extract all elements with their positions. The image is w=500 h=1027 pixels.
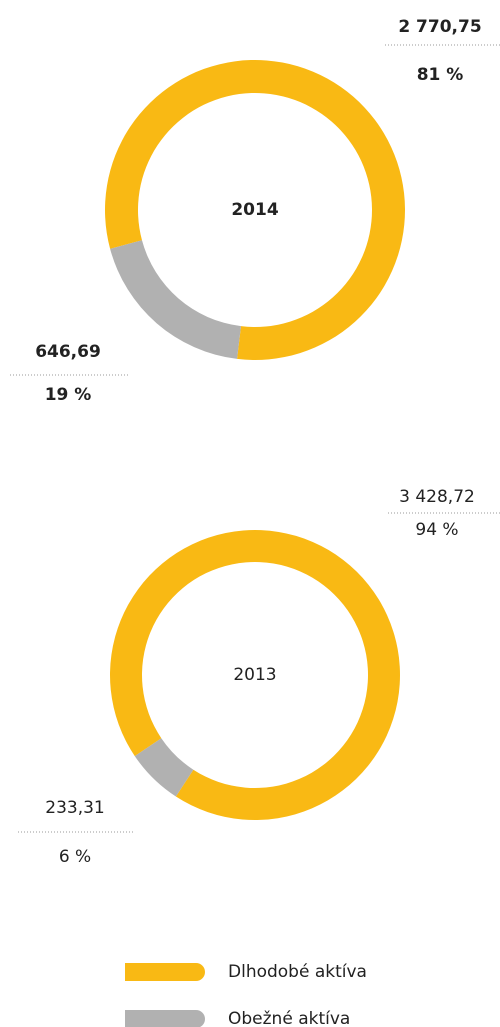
legend-label: Dlhodobé aktíva xyxy=(228,962,367,982)
donut-segment xyxy=(134,738,194,797)
value-label: 646,69 xyxy=(35,342,101,362)
percentage-label: 94 % xyxy=(415,520,458,540)
donut-segment xyxy=(110,240,241,359)
percentage-label: 6 % xyxy=(59,847,91,867)
center-label: 2014 xyxy=(231,200,278,220)
legend-swatch-edge xyxy=(125,963,165,981)
percentage-label: 81 % xyxy=(417,65,464,85)
center-label: 2013 xyxy=(233,665,276,685)
percentage-label: 19 % xyxy=(45,385,92,405)
value-label: 233,31 xyxy=(45,798,104,818)
value-label: 2 770,75 xyxy=(398,17,481,37)
legend-swatch-edge xyxy=(125,1010,165,1027)
legend-label: Obežné aktíva xyxy=(228,1009,350,1027)
value-label: 3 428,72 xyxy=(399,487,475,507)
